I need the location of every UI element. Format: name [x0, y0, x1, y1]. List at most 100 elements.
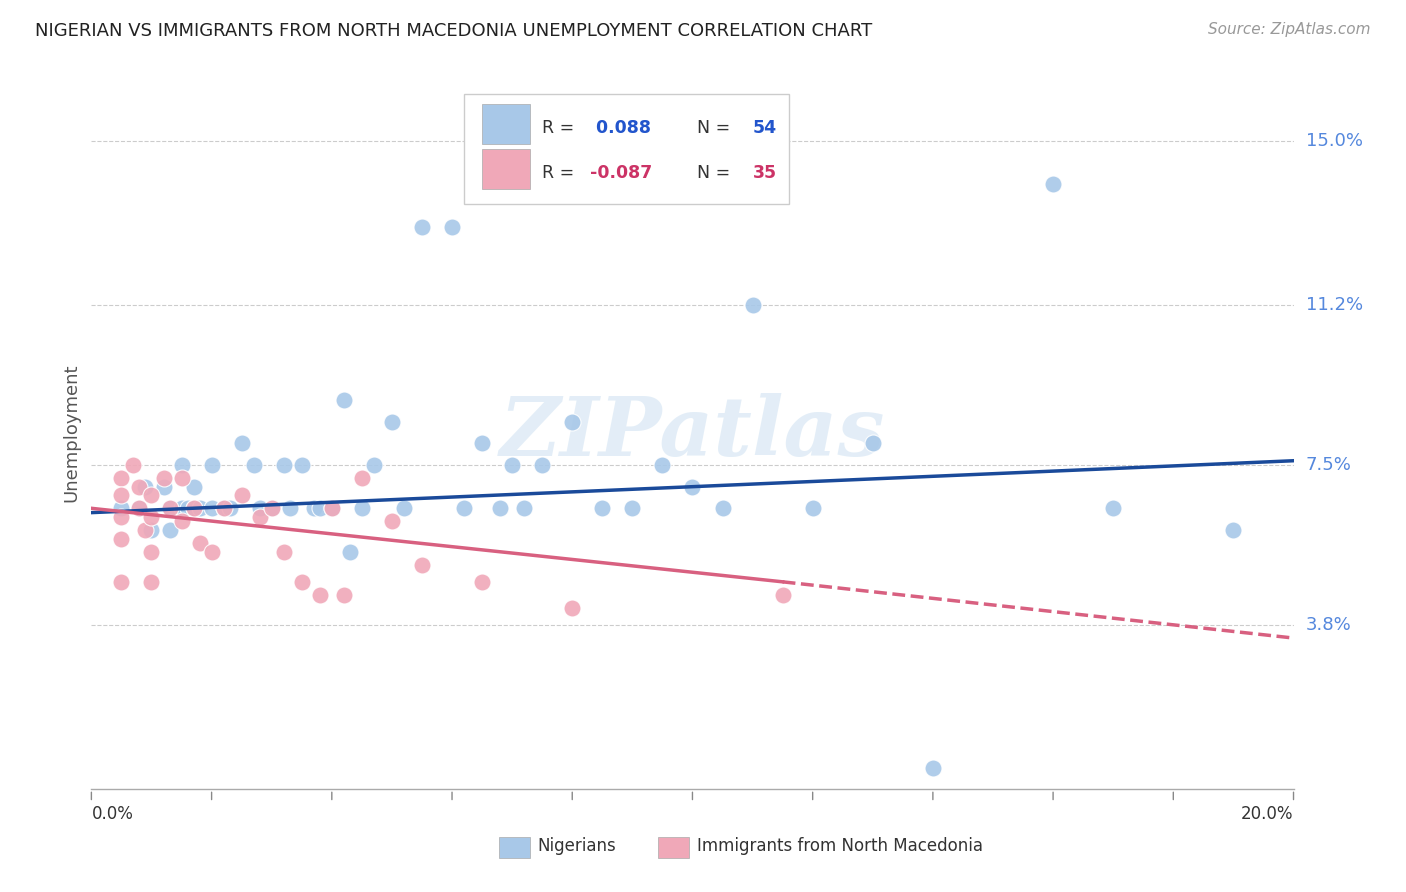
- Point: [110, 501, 132, 516]
- Point: [170, 514, 193, 528]
- Point: [249, 510, 271, 524]
- Point: [381, 415, 404, 429]
- Point: [212, 501, 235, 516]
- Point: [862, 436, 884, 450]
- Point: [471, 574, 494, 589]
- Point: [489, 501, 512, 516]
- Point: [273, 544, 295, 558]
- Text: 0.088: 0.088: [591, 119, 651, 136]
- Point: [201, 458, 224, 472]
- Text: N =: N =: [686, 164, 737, 182]
- Text: Nigerians: Nigerians: [537, 837, 616, 855]
- Point: [392, 501, 415, 516]
- Y-axis label: Unemployment: Unemployment: [62, 363, 80, 502]
- Point: [141, 488, 163, 502]
- Text: 35: 35: [752, 164, 776, 182]
- Point: [128, 501, 150, 516]
- Point: [922, 761, 945, 775]
- Point: [453, 501, 475, 516]
- Point: [278, 501, 301, 516]
- Point: [212, 501, 235, 516]
- Bar: [482, 104, 530, 144]
- Point: [183, 501, 205, 516]
- Point: [159, 523, 181, 537]
- Text: R =: R =: [543, 119, 579, 136]
- Point: [1222, 523, 1244, 537]
- Point: [170, 471, 193, 485]
- Text: R =: R =: [543, 164, 579, 182]
- Point: [471, 436, 494, 450]
- Point: [772, 588, 794, 602]
- Point: [339, 544, 361, 558]
- Point: [260, 501, 283, 516]
- Point: [501, 458, 523, 472]
- Point: [711, 501, 734, 516]
- Point: [249, 501, 271, 516]
- Point: [141, 523, 163, 537]
- Point: [651, 458, 673, 472]
- Point: [170, 458, 193, 472]
- Point: [201, 544, 224, 558]
- Point: [333, 393, 356, 408]
- Point: [411, 220, 433, 235]
- Point: [188, 501, 211, 516]
- Point: [242, 458, 264, 472]
- Point: [183, 501, 205, 516]
- Text: -0.087: -0.087: [591, 164, 652, 182]
- Point: [308, 501, 330, 516]
- Point: [110, 532, 132, 546]
- Point: [531, 458, 554, 472]
- Point: [561, 600, 583, 615]
- Point: [110, 510, 132, 524]
- Bar: [482, 149, 530, 188]
- Text: N =: N =: [686, 119, 737, 136]
- Text: 54: 54: [752, 119, 776, 136]
- Point: [176, 501, 198, 516]
- Point: [260, 501, 283, 516]
- Point: [440, 220, 463, 235]
- Point: [201, 501, 224, 516]
- Point: [801, 501, 824, 516]
- Point: [321, 501, 343, 516]
- Point: [183, 480, 205, 494]
- Point: [681, 480, 703, 494]
- Point: [231, 436, 253, 450]
- Text: 7.5%: 7.5%: [1306, 456, 1351, 474]
- Point: [218, 501, 240, 516]
- Text: 3.8%: 3.8%: [1306, 616, 1351, 634]
- Text: 0.0%: 0.0%: [91, 805, 134, 822]
- Point: [561, 415, 583, 429]
- Point: [291, 458, 314, 472]
- Point: [110, 488, 132, 502]
- Point: [1042, 177, 1064, 191]
- Point: [302, 501, 325, 516]
- Point: [1102, 501, 1125, 516]
- Point: [170, 501, 193, 516]
- Point: [128, 480, 150, 494]
- Text: NIGERIAN VS IMMIGRANTS FROM NORTH MACEDONIA UNEMPLOYMENT CORRELATION CHART: NIGERIAN VS IMMIGRANTS FROM NORTH MACEDO…: [35, 22, 872, 40]
- Point: [333, 588, 356, 602]
- Point: [141, 544, 163, 558]
- Point: [110, 471, 132, 485]
- Point: [621, 501, 644, 516]
- Point: [152, 471, 174, 485]
- Point: [381, 514, 404, 528]
- Point: [188, 536, 211, 550]
- Point: [122, 458, 145, 472]
- Point: [273, 458, 295, 472]
- Point: [152, 480, 174, 494]
- Point: [159, 501, 181, 516]
- Text: ZIPatlas: ZIPatlas: [499, 392, 886, 473]
- Point: [308, 588, 330, 602]
- Point: [411, 558, 433, 572]
- Text: Source: ZipAtlas.com: Source: ZipAtlas.com: [1208, 22, 1371, 37]
- Point: [513, 501, 536, 516]
- Text: 15.0%: 15.0%: [1306, 132, 1362, 150]
- Point: [350, 501, 373, 516]
- Text: 11.2%: 11.2%: [1306, 296, 1362, 314]
- Point: [741, 298, 763, 312]
- Point: [134, 480, 156, 494]
- Point: [159, 501, 181, 516]
- Point: [591, 501, 613, 516]
- Point: [321, 501, 343, 516]
